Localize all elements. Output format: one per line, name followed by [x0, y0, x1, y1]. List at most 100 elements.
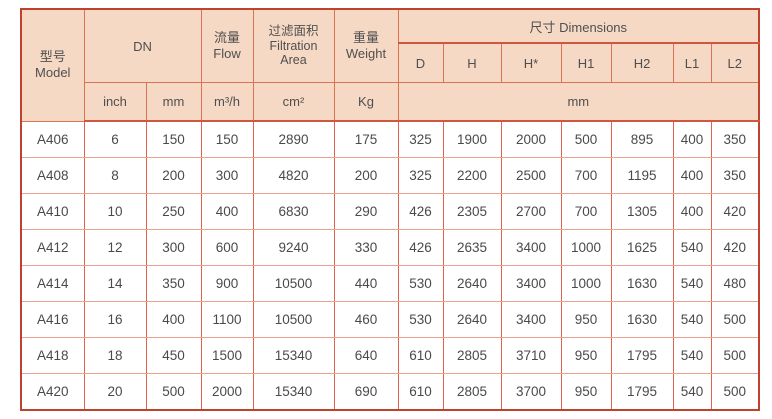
- value-cell: 426: [397, 193, 444, 230]
- value-cell: 950: [560, 373, 612, 411]
- value-cell: 2805: [442, 373, 502, 411]
- value-cell: 400: [672, 157, 712, 194]
- value-cell: 150: [200, 120, 254, 158]
- value-cell: 600: [200, 229, 254, 266]
- table-row: A410 10 250 400 6830 290 426 2305 2700 700 1305 400…: [20, 193, 760, 230]
- value-cell: 1795: [610, 337, 674, 374]
- value-cell: 330: [333, 229, 399, 266]
- value-cell: 290: [333, 193, 399, 230]
- header-dim-l2: L2: [710, 42, 760, 83]
- value-cell: 950: [560, 337, 612, 374]
- value-cell: 500: [560, 120, 612, 158]
- value-cell: 2640: [442, 265, 502, 302]
- model-cell: A414: [20, 265, 85, 302]
- header-weight-zh: 重量: [352, 29, 379, 45]
- value-cell: 610: [397, 337, 444, 374]
- model-cell: A416: [20, 301, 85, 338]
- value-cell: 2500: [500, 157, 562, 194]
- value-cell: 500: [710, 301, 760, 338]
- table-row: A408 8 200 300 4820 200 325 2200 2500 700 1195 400 3…: [20, 157, 760, 194]
- table-row: A414 14 350 900 10500 440 530 2640 3400 1000 1630 5…: [20, 265, 760, 302]
- value-cell: 540: [672, 373, 712, 411]
- value-cell: 1195: [610, 157, 674, 194]
- value-cell: 200: [145, 157, 202, 194]
- header-flow: 流量 Flow: [200, 8, 254, 83]
- unit-weight: Kg: [333, 82, 399, 122]
- value-cell: 500: [145, 373, 202, 411]
- value-cell: 700: [560, 193, 612, 230]
- value-cell: 20: [83, 373, 147, 411]
- header-dim-h: H: [442, 42, 502, 83]
- value-cell: 640: [333, 337, 399, 374]
- value-cell: 6: [83, 120, 147, 158]
- unit-dimensions: mm: [397, 82, 760, 122]
- value-cell: 325: [397, 120, 444, 158]
- value-cell: 250: [145, 193, 202, 230]
- value-cell: 2640: [442, 301, 502, 338]
- value-cell: 1305: [610, 193, 674, 230]
- value-cell: 400: [200, 193, 254, 230]
- header-area-en1: Filtration: [269, 38, 318, 53]
- value-cell: 900: [200, 265, 254, 302]
- table-row: A420 20 500 2000 15340 690 610 2805 3700 950 1795 5…: [20, 373, 760, 411]
- header-flow-en: Flow: [213, 46, 241, 61]
- header-model: 型号 Model: [20, 8, 85, 122]
- model-cell: A420: [20, 373, 85, 411]
- model-cell: A418: [20, 337, 85, 374]
- model-cell: A408: [20, 157, 85, 194]
- model-cell: A406: [20, 120, 85, 158]
- header-model-en: Model: [35, 65, 71, 81]
- value-cell: 1630: [610, 301, 674, 338]
- value-cell: 350: [710, 157, 760, 194]
- header-model-zh: 型号: [39, 49, 66, 64]
- header-area-en2: Area: [280, 53, 307, 68]
- header-filtration-area: 过滤面积 Filtration Area: [252, 8, 335, 83]
- value-cell: 895: [610, 120, 674, 158]
- unit-flow: m³/h: [200, 82, 254, 122]
- value-cell: 3710: [500, 337, 562, 374]
- value-cell: 300: [200, 157, 254, 194]
- value-cell: 150: [145, 120, 202, 158]
- unit-area: cm²: [252, 82, 335, 122]
- header-dim-hstar: H*: [500, 42, 562, 83]
- value-cell: 400: [672, 193, 712, 230]
- header-area-zh: 过滤面积: [268, 24, 319, 39]
- header-weight-en: Weight: [345, 46, 387, 61]
- value-cell: 2805: [442, 337, 502, 374]
- value-cell: 16: [83, 301, 147, 338]
- value-cell: 2000: [500, 120, 562, 158]
- value-cell: 10500: [252, 301, 335, 338]
- value-cell: 175: [333, 120, 399, 158]
- value-cell: 350: [145, 265, 202, 302]
- value-cell: 15340: [252, 337, 335, 374]
- value-cell: 420: [710, 229, 760, 266]
- value-cell: 420: [710, 193, 760, 230]
- model-cell: A410: [20, 193, 85, 230]
- header-dn: DN: [83, 8, 202, 83]
- table-row: A406 6 150 150 2890 175 325 1900 2000 500 895 400 35…: [20, 120, 760, 158]
- value-cell: 950: [560, 301, 612, 338]
- value-cell: 14: [83, 265, 147, 302]
- value-cell: 8: [83, 157, 147, 194]
- value-cell: 1795: [610, 373, 674, 411]
- value-cell: 2000: [200, 373, 254, 411]
- table-body: A406 6 150 150 2890 175 325 1900 2000 500 895 400 35…: [20, 120, 760, 411]
- value-cell: 2200: [442, 157, 502, 194]
- value-cell: 325: [397, 157, 444, 194]
- table-row: A412 12 300 600 9240 330 426 2635 3400 1000 1625 54…: [20, 229, 760, 266]
- value-cell: 350: [710, 120, 760, 158]
- unit-inch: inch: [83, 82, 147, 122]
- header-dimensions: 尺寸 Dimensions: [397, 8, 760, 44]
- value-cell: 3400: [500, 229, 562, 266]
- header-row-2: D H H* H1 H2 L1 L2: [21, 42, 760, 83]
- value-cell: 300: [145, 229, 202, 266]
- value-cell: 2890: [252, 120, 335, 158]
- value-cell: 2305: [442, 193, 502, 230]
- value-cell: 530: [397, 301, 444, 338]
- value-cell: 460: [333, 301, 399, 338]
- header-dim-h2: H2: [610, 42, 674, 83]
- value-cell: 12: [83, 229, 147, 266]
- value-cell: 18: [83, 337, 147, 374]
- header-row-units: inch mm m³/h cm² Kg mm: [21, 82, 760, 122]
- value-cell: 480: [710, 265, 760, 302]
